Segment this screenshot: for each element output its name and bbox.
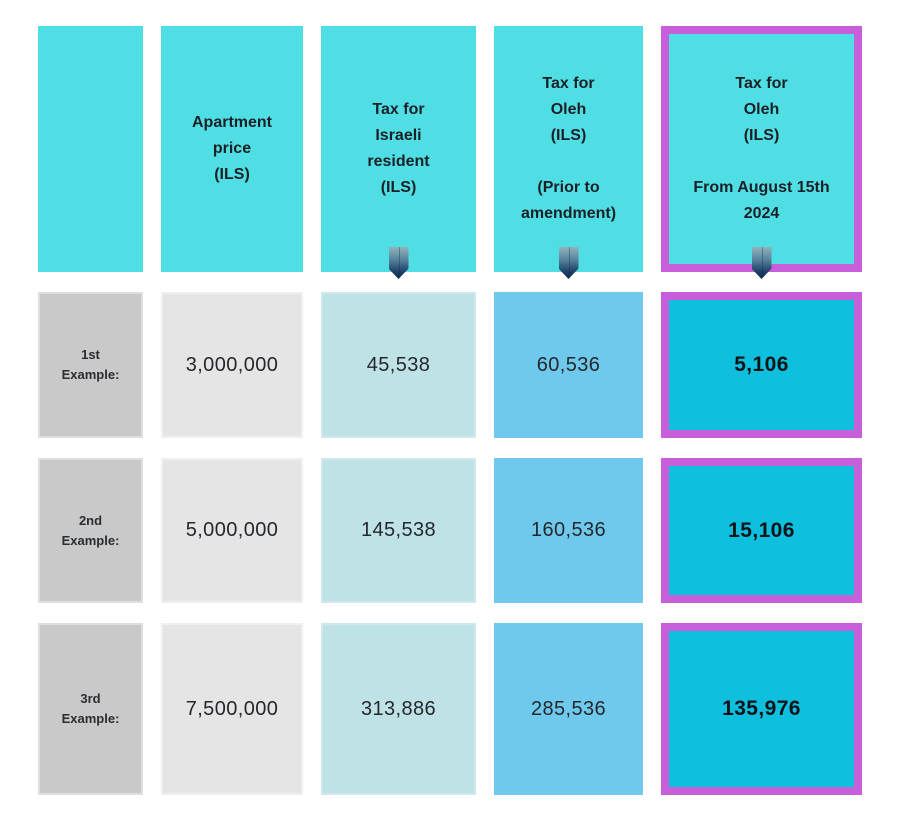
header-cell-tax-oleh-new: Tax for Oleh (ILS) From August 15th 2024 xyxy=(661,26,862,279)
apartment-price-value: 5,000,000 xyxy=(185,519,279,541)
apartment-price-value: 3,000,000 xyxy=(185,353,279,376)
header-label-tax-oleh-prior: Tax for Oleh (ILS) (Prior to amendment) xyxy=(520,75,617,222)
apartment-price-value: 7,500,000 xyxy=(185,697,279,720)
tax-israeli-value: 313,886 xyxy=(360,697,437,720)
cell-tax-israeli-2: 145,538 xyxy=(321,458,476,603)
header-label-tax-israeli-resident: Tax for Israeli resident (ILS) xyxy=(367,101,430,196)
cell-tax-oleh-prior-1: 60,536 xyxy=(494,292,643,438)
cell-tax-israeli-3: 313,886 xyxy=(321,623,476,795)
cell-tax-oleh-new-2: 15,106 xyxy=(661,458,862,603)
cell-tax-israeli-1: 45,538 xyxy=(321,292,476,438)
tax-oleh-new-value: 15,106 xyxy=(728,518,795,542)
tax-oleh-prior-value: 160,536 xyxy=(530,519,607,541)
cell-price-3: 7,500,000 xyxy=(161,623,303,795)
header-label-apartment-price: Apartment price (ILS) xyxy=(191,114,272,183)
cell-price-2: 5,000,000 xyxy=(161,458,303,603)
tax-oleh-new-value: 135,976 xyxy=(722,697,801,720)
row-label-cell-1: 1st Example: xyxy=(38,292,143,438)
cell-tax-oleh-new-3: 135,976 xyxy=(661,623,862,795)
tax-oleh-prior-value: 285,536 xyxy=(530,697,607,720)
down-arrow-icon xyxy=(751,247,772,279)
cell-tax-oleh-prior-3: 285,536 xyxy=(494,623,643,795)
header-cell-tax-israeli-resident: Tax for Israeli resident (ILS) xyxy=(321,26,476,279)
row-label: 3rd Example: xyxy=(61,691,120,726)
row-label: 1st Example: xyxy=(61,347,120,382)
header-cell-tax-oleh-prior: Tax for Oleh (ILS) (Prior to amendment) xyxy=(494,26,643,279)
down-arrow-icon xyxy=(558,247,579,279)
cell-tax-oleh-new-1: 5,106 xyxy=(661,292,862,438)
tax-oleh-new-value: 5,106 xyxy=(734,353,789,376)
header-cell-apartment-price: Apartment price (ILS) xyxy=(161,26,303,272)
tax-oleh-prior-value: 60,536 xyxy=(536,353,601,376)
table-grid: Apartment price (ILS) Tax for Israeli re… xyxy=(38,26,862,795)
row-label: 2nd Example: xyxy=(61,512,120,548)
header-cell-empty xyxy=(38,26,143,272)
header-label-tax-oleh-new: Tax for Oleh (ILS) From August 15th 2024 xyxy=(693,75,830,222)
tax-israeli-value: 145,538 xyxy=(360,519,437,541)
row-label-cell-3: 3rd Example: xyxy=(38,623,143,795)
cell-tax-oleh-prior-2: 160,536 xyxy=(494,458,643,603)
row-label-cell-2: 2nd Example: xyxy=(38,458,143,603)
cell-price-1: 3,000,000 xyxy=(161,292,303,438)
tax-israeli-value: 45,538 xyxy=(366,353,431,376)
down-arrow-icon xyxy=(388,247,409,279)
